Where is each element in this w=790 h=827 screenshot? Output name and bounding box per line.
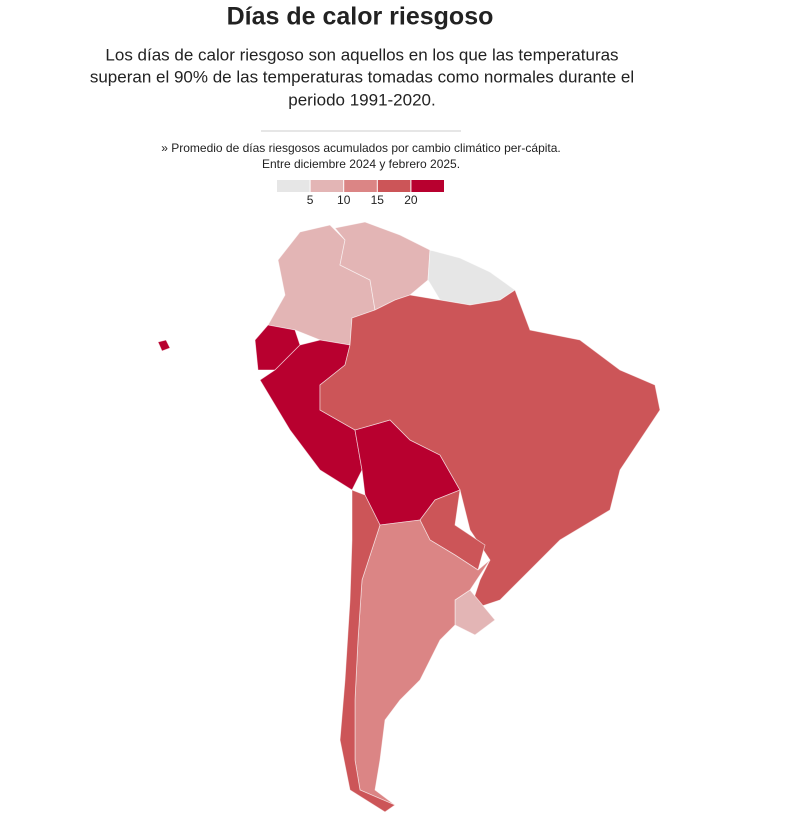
legend-tick-label: 15: [371, 193, 385, 207]
legend-tick-label: 20: [404, 193, 418, 207]
legend: 5 10 15 20: [277, 180, 444, 207]
map: [157, 221, 661, 813]
legend-swatch: [411, 180, 444, 192]
note: » Promedio de días riesgosos acumulados …: [161, 141, 561, 155]
subtitle: periodo 1991-2020.: [288, 90, 435, 109]
legend-tick-label: 5: [307, 193, 314, 207]
legend-tick-label: 10: [337, 193, 351, 207]
country: [427, 249, 516, 306]
title: Días de calor riesgoso: [227, 3, 494, 31]
country: [339, 489, 396, 813]
island: [157, 339, 171, 352]
legend-swatch: [277, 180, 310, 192]
note: Entre diciembre 2024 y febrero 2025.: [262, 157, 460, 171]
subtitle: superan el 90% de las temperaturas tomad…: [90, 67, 634, 86]
legend-swatch: [310, 180, 344, 192]
legend-swatch: [377, 180, 411, 192]
country: [319, 289, 661, 611]
legend-swatch: [344, 180, 377, 192]
subtitle: Los días de calor riesgoso son aquellos …: [105, 45, 618, 64]
